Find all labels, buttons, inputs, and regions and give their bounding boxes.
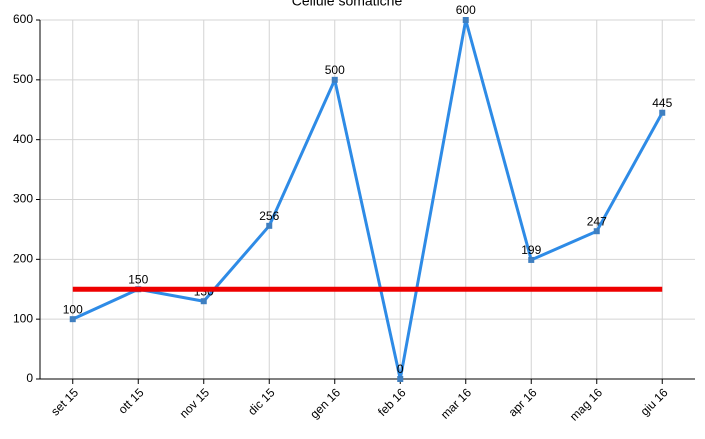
x-tick-label: giu 16 <box>638 385 671 418</box>
data-label: 100 <box>63 302 83 316</box>
x-tick-label: nov 15 <box>177 385 213 421</box>
x-tick-label: set 15 <box>48 385 81 418</box>
point-marker <box>462 17 469 23</box>
y-tick-label: 0 <box>26 371 33 385</box>
point-marker <box>397 376 404 382</box>
point-marker <box>266 222 273 229</box>
x-tick-label: mag 16 <box>567 385 605 423</box>
y-tick-label: 400 <box>13 132 33 146</box>
y-tick-label: 300 <box>13 192 33 206</box>
y-tick-label: 500 <box>13 72 33 86</box>
point-marker <box>331 76 338 83</box>
x-tick-label: mar 16 <box>438 385 475 422</box>
chart-title: Cellule somatiche <box>292 0 403 9</box>
x-tick-label: apr 16 <box>506 385 540 419</box>
series-line <box>72 18 664 381</box>
y-tick-label: 100 <box>13 311 33 325</box>
point-marker <box>69 316 76 323</box>
y-tick-label: 200 <box>13 252 33 266</box>
data-label: 247 <box>587 214 607 228</box>
x-tick-label: gen 16 <box>307 385 343 421</box>
data-label: 256 <box>259 209 279 223</box>
x-tick-label: dic 15 <box>245 385 278 418</box>
data-label: 500 <box>325 63 345 77</box>
data-label: 445 <box>652 96 672 110</box>
x-tick-label: ott 15 <box>115 385 146 416</box>
data-label: 150 <box>128 272 148 286</box>
point-marker <box>659 109 666 116</box>
point-marker <box>200 298 207 305</box>
x-tick-label: feb 16 <box>375 385 409 419</box>
point-marker <box>528 256 535 263</box>
point-marker <box>593 228 600 235</box>
data-label: 0 <box>397 362 404 376</box>
data-label: 600 <box>456 3 476 17</box>
data-label: 199 <box>521 243 541 257</box>
y-tick-label: 600 <box>13 12 33 26</box>
